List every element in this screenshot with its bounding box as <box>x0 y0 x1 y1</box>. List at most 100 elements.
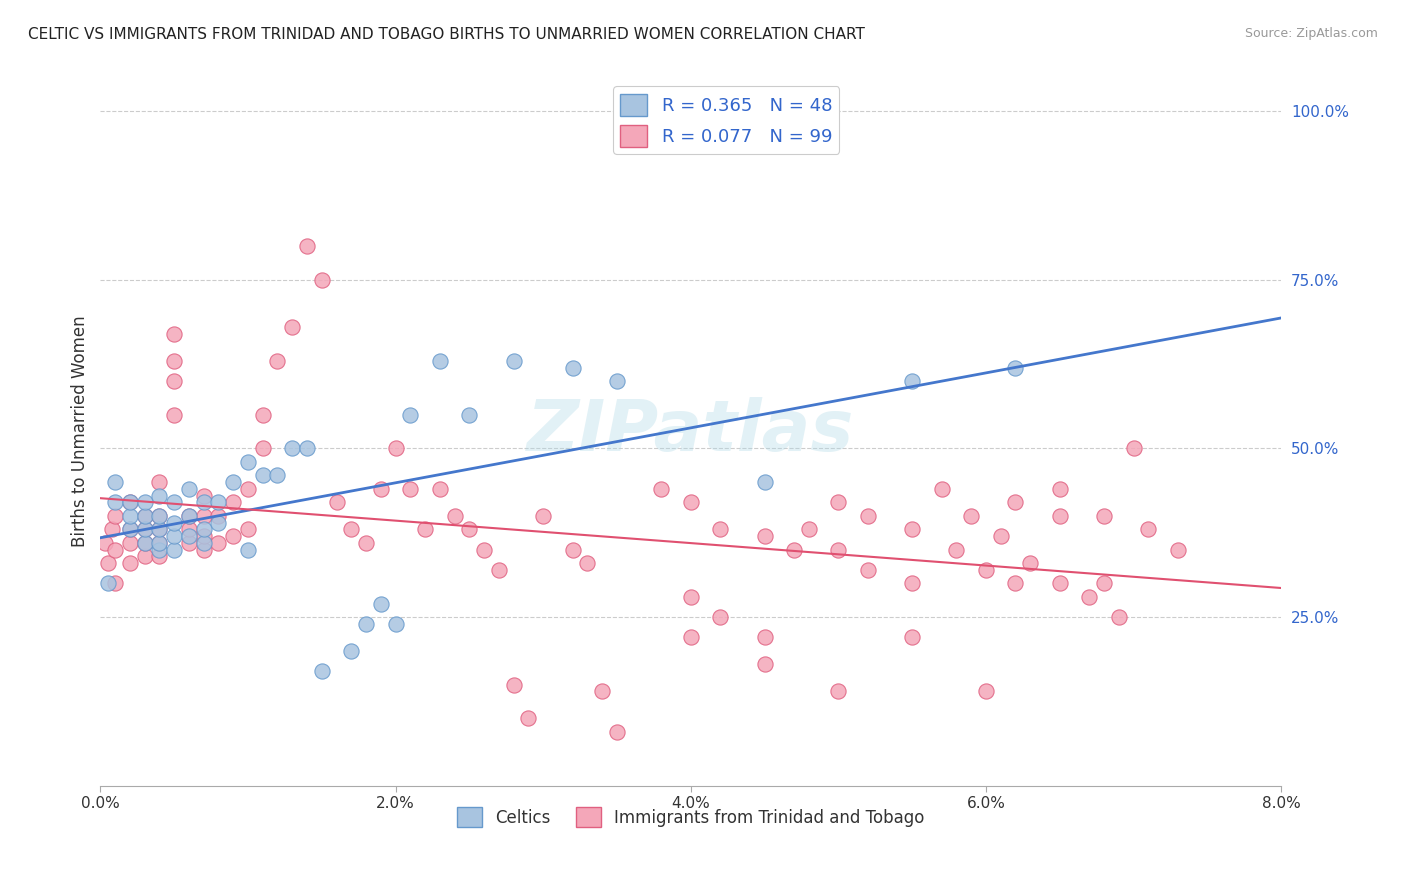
Point <box>281 320 304 334</box>
Point <box>827 495 849 509</box>
Point <box>295 239 318 253</box>
Y-axis label: Births to Unmarried Women: Births to Unmarried Women <box>72 316 89 548</box>
Point <box>148 549 170 564</box>
Point <box>340 644 363 658</box>
Point <box>134 536 156 550</box>
Point <box>207 495 229 509</box>
Point <box>1092 576 1115 591</box>
Point <box>856 563 879 577</box>
Point <box>1004 495 1026 509</box>
Point <box>502 677 524 691</box>
Point <box>354 536 377 550</box>
Point <box>148 508 170 523</box>
Point <box>177 523 200 537</box>
Point <box>134 495 156 509</box>
Point <box>177 529 200 543</box>
Point <box>134 523 156 537</box>
Point <box>148 536 170 550</box>
Point <box>370 482 392 496</box>
Point <box>856 508 879 523</box>
Point <box>193 529 215 543</box>
Point <box>1049 508 1071 523</box>
Point <box>754 657 776 672</box>
Point <box>472 542 495 557</box>
Text: Source: ZipAtlas.com: Source: ZipAtlas.com <box>1244 27 1378 40</box>
Point <box>101 523 124 537</box>
Point <box>561 360 583 375</box>
Point <box>222 475 245 490</box>
Point <box>236 523 259 537</box>
Point <box>163 495 186 509</box>
Point <box>94 536 117 550</box>
Point <box>827 542 849 557</box>
Point <box>193 508 215 523</box>
Point <box>531 508 554 523</box>
Point <box>163 516 186 530</box>
Point <box>384 616 406 631</box>
Point <box>1049 482 1071 496</box>
Point <box>797 523 820 537</box>
Point <box>104 542 127 557</box>
Point <box>148 542 170 557</box>
Point <box>252 442 274 456</box>
Point <box>97 576 120 591</box>
Point <box>104 508 127 523</box>
Point <box>960 508 983 523</box>
Point <box>193 523 215 537</box>
Point <box>354 616 377 631</box>
Point <box>1004 576 1026 591</box>
Point <box>148 523 170 537</box>
Point <box>222 529 245 543</box>
Point <box>236 455 259 469</box>
Point <box>163 353 186 368</box>
Point <box>901 576 924 591</box>
Point <box>458 523 481 537</box>
Point <box>443 508 465 523</box>
Point <box>650 482 672 496</box>
Point <box>413 523 436 537</box>
Point <box>325 495 347 509</box>
Point <box>1019 556 1042 570</box>
Point <box>1137 523 1160 537</box>
Point <box>679 590 702 604</box>
Point <box>118 523 141 537</box>
Point <box>207 536 229 550</box>
Point <box>1078 590 1101 604</box>
Point <box>488 563 510 577</box>
Point <box>163 374 186 388</box>
Point <box>429 353 451 368</box>
Point <box>236 482 259 496</box>
Point <box>709 610 731 624</box>
Point <box>901 523 924 537</box>
Point <box>340 523 363 537</box>
Point <box>266 468 288 483</box>
Point <box>266 353 288 368</box>
Point <box>517 711 540 725</box>
Point <box>295 442 318 456</box>
Point <box>193 536 215 550</box>
Point <box>207 508 229 523</box>
Point <box>104 576 127 591</box>
Point <box>148 523 170 537</box>
Point <box>561 542 583 557</box>
Point <box>974 563 997 577</box>
Point <box>990 529 1012 543</box>
Point <box>134 523 156 537</box>
Text: ZIPatlas: ZIPatlas <box>527 397 855 467</box>
Point <box>193 495 215 509</box>
Point <box>148 489 170 503</box>
Point <box>1122 442 1144 456</box>
Point <box>236 542 259 557</box>
Point <box>163 542 186 557</box>
Point <box>252 468 274 483</box>
Point <box>827 684 849 698</box>
Point <box>576 556 599 570</box>
Point <box>1092 508 1115 523</box>
Point <box>502 353 524 368</box>
Point <box>118 556 141 570</box>
Point <box>104 475 127 490</box>
Point <box>222 495 245 509</box>
Point <box>163 529 186 543</box>
Point <box>754 475 776 490</box>
Point <box>252 408 274 422</box>
